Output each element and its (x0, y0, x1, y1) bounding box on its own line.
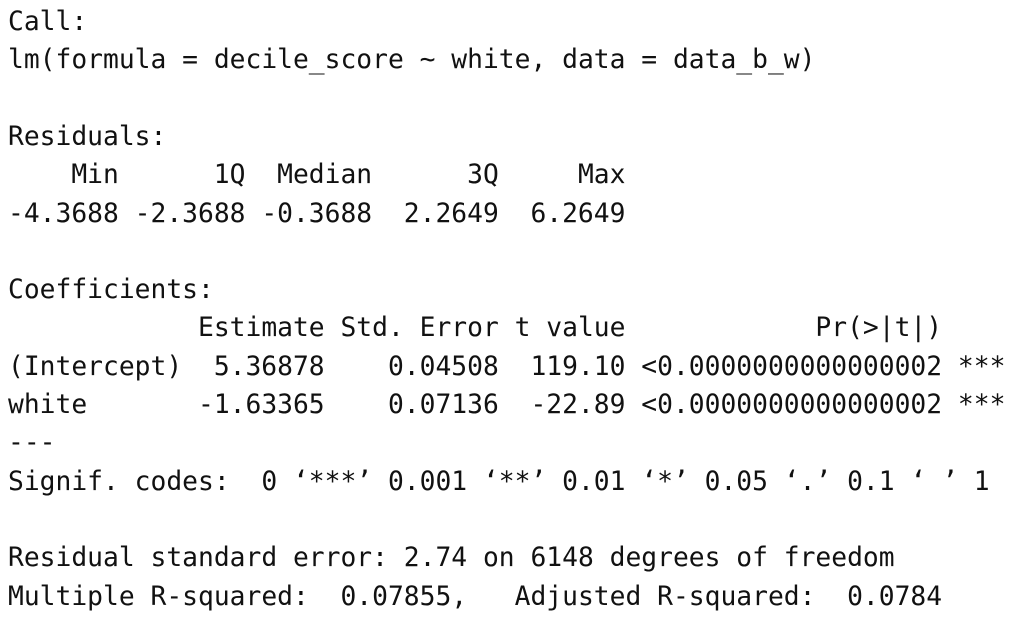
residual-value: -0.3688 (261, 198, 373, 229)
residual-header: 1Q (213, 160, 246, 191)
coef-name: (Intercept) (8, 351, 183, 382)
formula: lm(formula = decile_score ~ white, data … (8, 45, 816, 76)
residuals-label: Residuals: (8, 118, 1028, 156)
signif-codes: Signif. codes: 0 ‘***’ 0.001 ‘**’ 0.01 ‘… (8, 466, 990, 497)
residuals-values: -4.3688 -2.3688 -0.3688 2.2649 6.2649 (8, 195, 1028, 233)
coef-header: Std. Error (340, 313, 499, 344)
residual-value: -2.3688 (134, 198, 246, 229)
coef-cell: 5.36878 (213, 351, 325, 382)
coef-cell: <0.0000000000000002 (641, 351, 943, 382)
coefficient-row: (Intercept) 5.36878 0.04508 119.10 <0.000000… (8, 348, 1028, 386)
call-label: Call: (8, 3, 1028, 41)
coef-header: Estimate (197, 313, 325, 344)
signif-stars: *** (957, 390, 1006, 420)
signif-stars: *** (957, 351, 1006, 382)
residual-value: 6.2649 (530, 198, 626, 229)
label: Call: (8, 7, 88, 37)
coef-cell: 0.07136 (387, 390, 499, 420)
residual-header: Max (577, 160, 626, 191)
multiple-r-squared: Multiple R-squared: 0.07855, (8, 581, 468, 612)
residuals-header: Min 1Q Median 3Q Max (8, 156, 1028, 194)
residual-standard-error: Residual standard error: 2.74 on 6148 de… (8, 539, 1028, 577)
coef-cell: <0.0000000000000002 (641, 390, 943, 420)
signif-codes: Signif. codes: 0 ‘***’ 0.001 ‘**’ 0.01 ‘… (8, 463, 1028, 501)
coef-cell: 0.04508 (387, 351, 499, 382)
coefficients-label: Coefficients: (8, 271, 1028, 309)
residual-header: Median (277, 160, 373, 191)
coef-cell: -1.63365 (197, 390, 325, 420)
coef-header: Pr(>|t|) (815, 313, 943, 344)
residual-header: 3Q (467, 160, 499, 191)
r-squared: Multiple R-squared: 0.07855, Adjusted R-s… (8, 578, 1028, 616)
label: Residuals: (8, 121, 167, 152)
residual-header: Min (71, 160, 119, 191)
residual-value: 2.2649 (403, 198, 499, 229)
rse: Residual standard error: 2.74 on 6148 de… (8, 543, 895, 574)
separator: --- (8, 424, 1028, 462)
coef-cell: 119.10 (530, 351, 626, 382)
separator: --- (8, 428, 56, 459)
coefficient-row: white -1.63365 0.07136 -22.89 <0.00000000000… (8, 386, 1028, 424)
adjusted-r-squared: Adjusted R-squared: 0.0784 (514, 581, 943, 612)
label: Coefficients: (8, 275, 214, 306)
call-formula: lm(formula = decile_score ~ white, data … (8, 41, 1028, 79)
coef-name: white (8, 390, 88, 420)
coefficients-header: Estimate Std. Error t value Pr(>|t|) (8, 309, 1028, 347)
coef-header: t value (514, 313, 626, 344)
coef-cell: -22.89 (530, 390, 626, 420)
residual-value: -4.3688 (8, 198, 119, 229)
